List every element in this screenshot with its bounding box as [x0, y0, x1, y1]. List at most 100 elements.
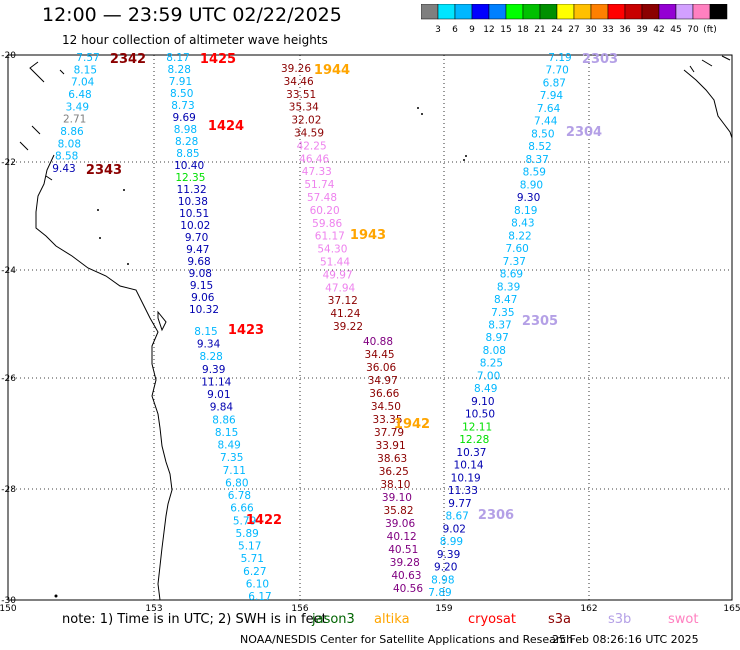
wave-height-value: 8.28 — [199, 351, 222, 363]
wave-height-value: 8.49 — [474, 383, 497, 395]
wave-height-value: 40.12 — [387, 531, 417, 543]
wave-height-value: 9.84 — [210, 402, 234, 414]
wave-height-value: 7.44 — [534, 116, 558, 128]
wave-height-value: 3.49 — [66, 101, 89, 113]
wave-height-value: 36.06 — [366, 362, 396, 374]
wave-height-value: 9.69 — [172, 112, 195, 124]
legend-label: 39 — [636, 25, 648, 35]
wave-height-value: 40.88 — [363, 336, 393, 348]
wave-height-value: 7.11 — [223, 465, 246, 477]
wave-height-value: 9.43 — [52, 163, 75, 175]
wave-height-value: 36.25 — [379, 466, 409, 478]
wave-height-value: 10.14 — [454, 460, 484, 472]
wave-height-value: 10.50 — [465, 409, 495, 421]
wave-height-value: 9.01 — [207, 389, 230, 401]
wave-height-value: 39.22 — [333, 321, 363, 333]
wave-height-value: 9.77 — [448, 498, 471, 510]
pass-label: 2343 — [86, 163, 122, 178]
wave-height-value: 5.89 — [235, 528, 258, 540]
legend-label: 45 — [670, 25, 681, 35]
longitude-labels: 150 153 156 159 162 165 — [0, 604, 740, 612]
wave-height-value: 8.98 — [174, 124, 197, 136]
wave-height-value: 41.24 — [330, 308, 360, 320]
wave-height-value: 32.02 — [291, 115, 321, 127]
wave-height-value: 6.17 — [248, 591, 271, 603]
wave-height-value: 33.35 — [372, 414, 402, 426]
wave-height-value: 51.44 — [320, 257, 350, 269]
wave-height-value: 9.68 — [187, 256, 210, 268]
latitude-label: -30 — [1, 596, 16, 606]
wave-height-value: 6.10 — [246, 578, 269, 590]
wave-height-value: 8.28 — [168, 64, 191, 76]
pass-label: 1422 — [246, 513, 282, 528]
legend-label: 33 — [602, 25, 613, 35]
wave-height-value: 8.50 — [170, 88, 193, 100]
wave-height-value: 8.97 — [485, 332, 508, 344]
wave-height-value: 5.71 — [241, 553, 264, 565]
wave-height-value: 9.06 — [191, 292, 215, 304]
wave-height-value: 34.46 — [284, 76, 314, 88]
pass-label: 1944 — [314, 63, 350, 78]
wave-height-value: 10.02 — [180, 220, 210, 232]
page-subtitle: 12 hour collection of altimeter wave hei… — [62, 33, 328, 47]
wave-height-value: 9.39 — [437, 549, 460, 561]
wave-height-value: 10.19 — [451, 472, 481, 484]
legend-label: 30 — [585, 25, 597, 35]
wave-height-value: 51.74 — [304, 179, 334, 191]
latitude-label: -20 — [1, 51, 16, 61]
wave-height-value: 8.15 — [194, 326, 217, 338]
wave-height-value: 8.58 — [55, 151, 78, 163]
wave-height-value: 8.17 — [166, 52, 189, 64]
wave-height-value: 34.59 — [294, 128, 324, 140]
pass-label: 2342 — [110, 52, 146, 67]
wave-height-value: 8.86 — [60, 126, 84, 138]
longitude-label: 159 — [435, 604, 452, 612]
wave-height-value: 34.45 — [365, 349, 395, 361]
wave-height-value: 10.40 — [174, 160, 204, 172]
legend-label: 24 — [551, 25, 563, 35]
wave-height-value: 9.39 — [202, 364, 225, 376]
wave-height-value: 39.10 — [382, 492, 412, 504]
wave-height-value: 12.11 — [462, 421, 492, 433]
wave-height-value: 6.27 — [243, 566, 266, 578]
wave-height-value: 8.52 — [528, 141, 551, 153]
wave-height-value: 37.79 — [374, 427, 404, 439]
wave-height-value: 7.57 — [76, 52, 99, 64]
mission-altika: altika — [374, 612, 410, 627]
wave-height-value: 11.32 — [177, 184, 207, 196]
wave-height-map: -20 -22 -24 -26 -28 -30 150 153 156 159 162 165 7.… — [0, 51, 740, 612]
pass-label: 1424 — [208, 119, 244, 134]
wave-height-value: 9.20 — [434, 562, 457, 574]
wave-height-value: 7.37 — [503, 256, 526, 268]
wave-height-value: 6.78 — [228, 490, 251, 502]
wave-height-value: 33.51 — [286, 89, 316, 101]
wave-height-value: 9.08 — [189, 268, 212, 280]
generated-timestamp: 25 Feb 08:26:16 UTC 2025 — [552, 633, 699, 646]
wave-height-value: 8.43 — [511, 218, 534, 230]
wave-height-value: 8.28 — [175, 136, 198, 148]
wave-height-value: 5.79 — [233, 515, 256, 527]
color-legend: 3 6 9 12 15 18 21 24 27 30 33 36 39 42 45 70 (ft) — [421, 4, 728, 35]
wave-height-value: 39.26 — [281, 63, 311, 75]
wave-height-value: 38.10 — [380, 479, 410, 491]
wave-height-value: 8.86 — [212, 414, 236, 426]
latitude-label: -24 — [1, 266, 16, 276]
legend-label: 18 — [517, 25, 529, 35]
wave-height-value: 47.94 — [325, 282, 355, 294]
wave-height-value: 7.35 — [220, 452, 243, 464]
mission-swot: swot — [668, 612, 699, 627]
wave-height-value: 39.06 — [385, 518, 415, 530]
latitude-label: -26 — [1, 374, 16, 384]
footer-note: note: 1) Time is in UTC; 2) SWH is in fe… — [0, 612, 740, 630]
wave-height-value: 8.67 — [445, 511, 468, 523]
legend-label: 15 — [500, 25, 511, 35]
longitude-label: 162 — [580, 604, 597, 612]
wave-height-value: 8.15 — [215, 427, 238, 439]
pass-label: 2305 — [522, 314, 558, 329]
wave-height-value: 9.30 — [517, 192, 540, 204]
wave-height-value: 61.17 — [315, 231, 345, 243]
wave-height-value: 6.80 — [225, 477, 248, 489]
wave-height-value: 59.86 — [312, 218, 342, 230]
wave-height-value: 8.22 — [508, 230, 531, 242]
legend-label: 12 — [483, 25, 494, 35]
